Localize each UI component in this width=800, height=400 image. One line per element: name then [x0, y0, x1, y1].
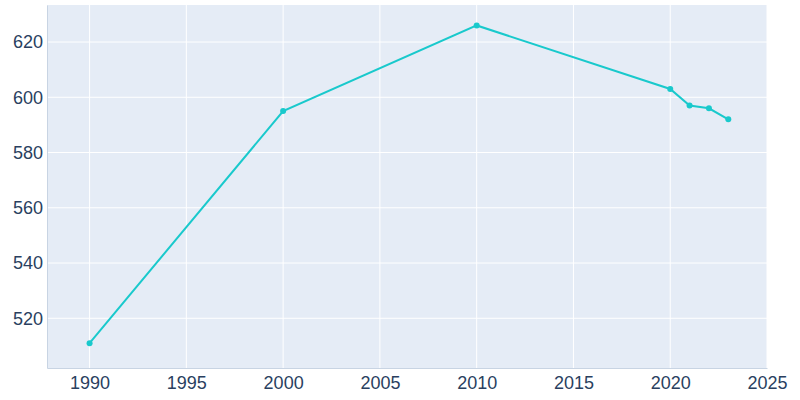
point: [280, 108, 286, 114]
tick: 2015: [554, 368, 594, 393]
tick-label: 2010: [457, 373, 497, 393]
grid-line-x: [89, 5, 90, 368]
point: [706, 105, 712, 111]
plot: 1990 1995 2000 2005 2010 2015 2020 2025 520 540 56…: [13, 5, 788, 393]
tick: 2025: [747, 368, 787, 393]
tick-label: 2020: [651, 373, 691, 393]
series: [87, 22, 732, 346]
point: [687, 103, 693, 109]
grid-line-x: [186, 5, 187, 368]
tick: 520: [13, 309, 47, 329]
point: [725, 116, 731, 122]
chart: 1990 1995 2000 2005 2010 2015 2020 2025 520 540 56…: [0, 0, 800, 400]
tick: 620: [13, 32, 47, 52]
tick-label: 2000: [264, 373, 304, 393]
grid-line-x: [573, 5, 574, 368]
line: [90, 25, 729, 343]
tick: 540: [13, 253, 47, 273]
grid-line-x: [379, 5, 380, 368]
tick: 2010: [457, 368, 497, 393]
tick-label: 2005: [360, 373, 400, 393]
tick-label: 1995: [167, 373, 207, 393]
grid-line-x: [767, 5, 768, 368]
grid-line-y: [47, 207, 767, 208]
tick: 1995: [167, 368, 207, 393]
grid-line-y: [47, 97, 767, 98]
tick: 2000: [264, 368, 304, 393]
grid: [47, 5, 767, 368]
grid-line-y: [47, 42, 767, 43]
tick: 2005: [360, 368, 400, 393]
tick-label: 580: [13, 143, 43, 163]
tick-label: 1990: [70, 373, 110, 393]
tick-label: 540: [13, 253, 43, 273]
grid-line-x: [670, 5, 671, 368]
y-axis: 520 540 560 580 600 620: [13, 6, 48, 369]
grid-line-y: [47, 152, 767, 153]
grid-line-y: [47, 318, 767, 319]
tick: 600: [13, 88, 47, 108]
x-axis: 1990 1995 2000 2005 2010 2015 2020 2025: [48, 368, 788, 393]
tick-label: 520: [13, 309, 43, 329]
plot-background: [47, 5, 767, 368]
tick-label: 2015: [554, 373, 594, 393]
y-axis-line: [47, 6, 48, 369]
tick-label: 620: [13, 32, 43, 52]
grid-line-x: [283, 5, 284, 368]
grid-line-x: [476, 5, 477, 368]
point: [667, 86, 673, 92]
x-axis-line: [48, 368, 768, 369]
point: [87, 340, 93, 346]
tick: 560: [13, 198, 47, 218]
tick-label: 2025: [747, 373, 787, 393]
tick: 1990: [70, 368, 110, 393]
tick-label: 600: [13, 88, 43, 108]
point: [474, 22, 480, 28]
tick: 2020: [651, 368, 691, 393]
tick: 580: [13, 143, 47, 163]
tick-label: 560: [13, 198, 43, 218]
